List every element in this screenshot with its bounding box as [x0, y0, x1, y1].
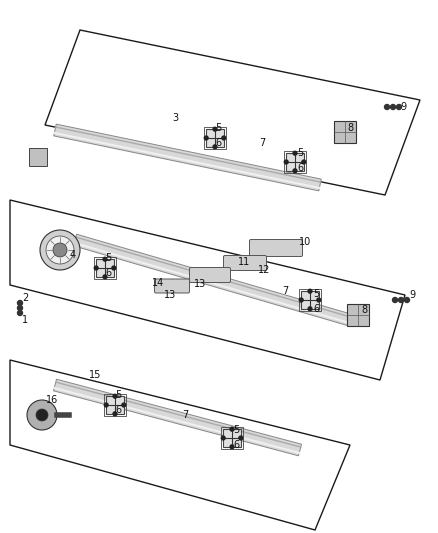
Circle shape [399, 297, 403, 303]
Circle shape [299, 298, 303, 302]
Circle shape [222, 136, 226, 140]
Circle shape [103, 257, 107, 261]
Text: 2: 2 [22, 293, 28, 303]
Circle shape [230, 445, 234, 449]
Circle shape [53, 243, 67, 257]
Text: 7: 7 [282, 286, 288, 296]
Text: 3: 3 [172, 113, 178, 123]
Circle shape [221, 436, 225, 440]
Circle shape [103, 275, 107, 279]
FancyBboxPatch shape [347, 304, 369, 326]
Circle shape [40, 230, 80, 270]
Polygon shape [45, 30, 420, 195]
Circle shape [396, 104, 402, 109]
Circle shape [18, 311, 22, 316]
FancyBboxPatch shape [286, 153, 304, 171]
FancyBboxPatch shape [334, 121, 356, 143]
Circle shape [293, 169, 297, 173]
Polygon shape [73, 234, 352, 326]
FancyBboxPatch shape [190, 268, 230, 282]
Circle shape [385, 104, 389, 109]
Text: 8: 8 [347, 123, 353, 133]
Circle shape [113, 412, 117, 416]
Circle shape [293, 151, 297, 155]
Text: 5: 5 [313, 289, 319, 299]
Text: 6: 6 [313, 304, 319, 314]
Circle shape [239, 436, 243, 440]
Circle shape [18, 301, 22, 305]
FancyBboxPatch shape [106, 396, 124, 414]
Text: 16: 16 [46, 395, 58, 405]
FancyBboxPatch shape [96, 259, 114, 277]
Text: 4: 4 [70, 250, 76, 260]
Text: 6: 6 [297, 163, 303, 173]
Circle shape [284, 160, 288, 164]
Text: 1: 1 [22, 315, 28, 325]
FancyBboxPatch shape [250, 239, 303, 256]
FancyBboxPatch shape [223, 255, 266, 271]
Circle shape [104, 403, 108, 407]
Circle shape [391, 104, 396, 109]
Circle shape [18, 305, 22, 311]
Circle shape [113, 394, 117, 398]
Text: 11: 11 [238, 257, 250, 267]
Text: 5: 5 [233, 425, 239, 435]
Text: 6: 6 [105, 268, 111, 278]
Circle shape [204, 136, 208, 140]
Circle shape [317, 298, 321, 302]
Text: 6: 6 [115, 405, 121, 415]
Polygon shape [10, 360, 350, 530]
Text: 7: 7 [259, 138, 265, 148]
Circle shape [46, 236, 74, 264]
Text: 5: 5 [297, 148, 303, 158]
Text: 8: 8 [361, 305, 367, 315]
FancyBboxPatch shape [206, 129, 224, 147]
Circle shape [302, 160, 306, 164]
Circle shape [308, 307, 312, 311]
Text: 9: 9 [409, 290, 415, 300]
Text: 13: 13 [194, 279, 206, 289]
Text: 10: 10 [299, 237, 311, 247]
Text: 5: 5 [115, 390, 121, 400]
Circle shape [213, 127, 217, 131]
FancyBboxPatch shape [301, 291, 319, 309]
FancyBboxPatch shape [155, 279, 190, 293]
FancyBboxPatch shape [29, 148, 47, 166]
Circle shape [230, 427, 234, 431]
Text: 5: 5 [215, 123, 221, 133]
Text: 14: 14 [152, 278, 164, 288]
FancyBboxPatch shape [223, 429, 241, 447]
Text: 6: 6 [233, 440, 239, 450]
Polygon shape [53, 379, 301, 456]
Text: 6: 6 [215, 138, 221, 148]
Circle shape [122, 403, 126, 407]
Text: 12: 12 [258, 265, 270, 275]
Circle shape [112, 266, 116, 270]
Text: 9: 9 [400, 102, 406, 112]
Text: 5: 5 [105, 253, 111, 263]
Circle shape [27, 400, 57, 430]
Polygon shape [54, 124, 321, 191]
Circle shape [308, 289, 312, 293]
Circle shape [36, 409, 48, 421]
Text: 7: 7 [182, 410, 188, 420]
Circle shape [94, 266, 98, 270]
Text: 13: 13 [164, 290, 176, 300]
Text: 15: 15 [89, 370, 101, 380]
Circle shape [392, 297, 398, 303]
Circle shape [213, 145, 217, 149]
Polygon shape [10, 200, 405, 380]
Circle shape [405, 297, 410, 303]
